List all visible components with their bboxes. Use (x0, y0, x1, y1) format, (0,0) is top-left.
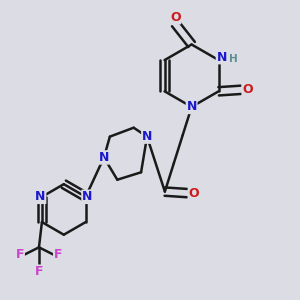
Text: H: H (229, 54, 237, 64)
Text: N: N (216, 51, 227, 64)
Text: O: O (188, 187, 199, 200)
Text: F: F (35, 265, 43, 278)
Text: N: N (82, 190, 92, 203)
Text: N: N (99, 151, 109, 164)
Text: N: N (35, 190, 46, 203)
Text: O: O (170, 11, 181, 24)
Text: O: O (242, 83, 253, 96)
Text: N: N (186, 100, 197, 113)
Text: N: N (142, 130, 152, 143)
Text: F: F (16, 248, 24, 261)
Text: F: F (54, 248, 62, 261)
